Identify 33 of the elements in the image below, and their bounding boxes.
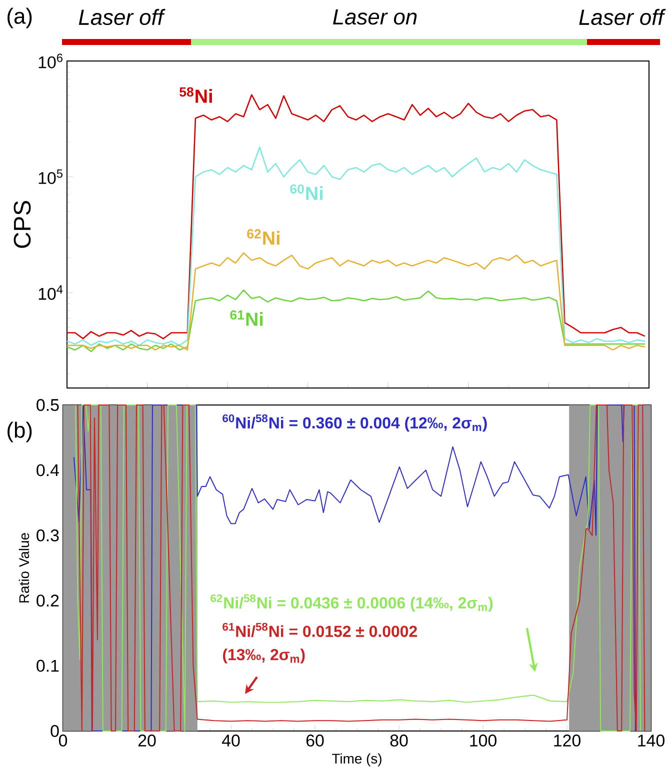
y-tick-label: 10$^{5}$	[38, 170, 62, 184]
y-tick-label: 10$^{6}$	[38, 54, 62, 68]
y-tick-label: 0.2	[36, 594, 59, 607]
x-tick-label: 80	[390, 734, 408, 747]
y-tick-label: 0.1	[36, 660, 59, 672]
x-tick-label: 140	[638, 734, 664, 747]
y-tick-label: 10$^{4}$	[38, 285, 63, 300]
series-label: $^{60}$Ni	[290, 184, 323, 200]
text: $^{60}$Ni/$^{58}$Ni = 0.360 ± 0.004 (12‰, 2σ$_{m}$)	[222, 414, 487, 432]
y-axis-title: CPS	[14, 201, 31, 248]
x-axis-title: Time (s)	[332, 753, 382, 766]
x-tick-label: 100	[470, 734, 496, 747]
text: $^{61}$Ni/$^{58}$Ni = 0.0152 ± 0.0002	[222, 622, 417, 638]
text: $^{62}$Ni/$^{58}$Ni = 0.0436 ± 0.0006 (14‰, 2σ$_{m}$)	[210, 594, 493, 612]
y-tick-label: 0	[50, 725, 59, 737]
text: (a)	[8, 8, 32, 28]
y-tick-label: 0.4	[36, 464, 59, 476]
line-series	[66, 146, 646, 346]
y-tick-label: 0.5	[36, 399, 59, 412]
x-tick-label: 40	[222, 734, 240, 747]
x-tick-label: 120	[554, 734, 580, 747]
series-label: $^{62}$Ni	[247, 229, 280, 245]
text: Laser on	[333, 9, 417, 25]
x-tick-label: 60	[306, 734, 324, 747]
y-tick-label: 0.3	[36, 529, 59, 542]
text: Laser off	[579, 8, 666, 26]
text: (13‰, 2σ$_{m}$)	[223, 648, 305, 664]
x-tick-label: 20	[138, 734, 156, 747]
series-label: $^{58}$Ni	[180, 87, 212, 103]
text: (b)	[8, 422, 32, 442]
y-axis-title: Ratio Value	[18, 533, 30, 602]
text: Laser off	[78, 8, 166, 26]
series-label: $^{61}$Ni	[230, 310, 263, 326]
